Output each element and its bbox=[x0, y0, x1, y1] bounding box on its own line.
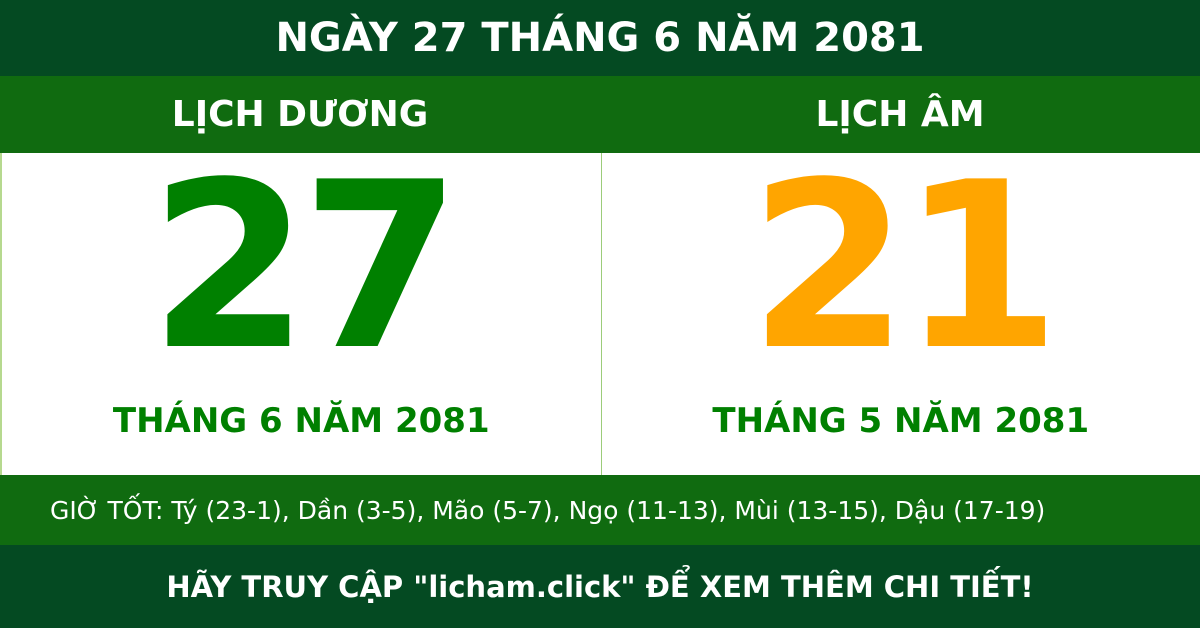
good-hours: GIỜ TỐT: Tý (23-1), Dần (3-5), Mão (5-7)… bbox=[0, 475, 1200, 545]
solar-month-year: THÁNG 6 NĂM 2081 bbox=[112, 401, 490, 441]
column-headers: LỊCH DƯƠNG LỊCH ÂM bbox=[0, 76, 1200, 153]
solar-column: 27 THÁNG 6 NĂM 2081 bbox=[0, 153, 602, 475]
lunar-month-year: THÁNG 5 NĂM 2081 bbox=[712, 401, 1090, 441]
lunar-day: 21 bbox=[748, 134, 1061, 401]
lunar-column: 21 THÁNG 5 NĂM 2081 bbox=[602, 153, 1200, 475]
solar-calendar-label: LỊCH DƯƠNG bbox=[171, 94, 429, 135]
calendar-body: 27 THÁNG 6 NĂM 2081 21 THÁNG 5 NĂM 2081 bbox=[0, 153, 1200, 475]
lunar-calendar-label: LỊCH ÂM bbox=[815, 94, 985, 135]
footer-cta: HÃY TRUY CẬP "licham.click" ĐỂ XEM THÊM … bbox=[0, 545, 1200, 628]
page-title: NGÀY 27 THÁNG 6 NĂM 2081 bbox=[0, 0, 1200, 76]
solar-day: 27 bbox=[149, 134, 461, 401]
